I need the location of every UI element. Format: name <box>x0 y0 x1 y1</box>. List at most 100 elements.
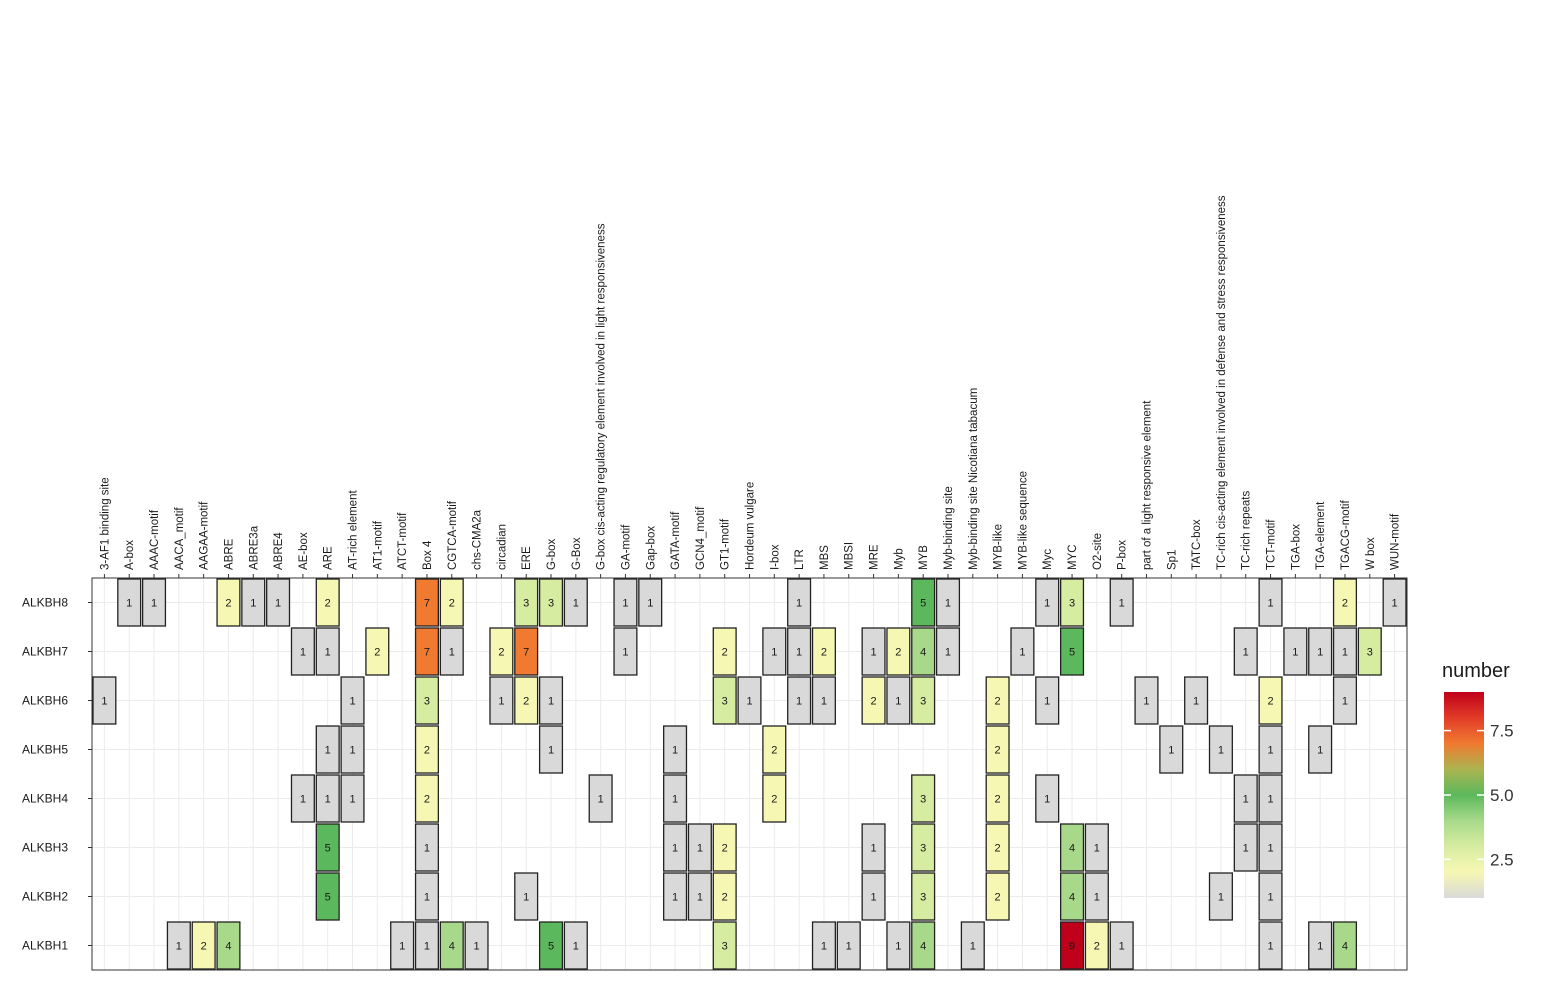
heatmap-cell <box>911 774 936 823</box>
cell-value-label: 1 <box>1044 696 1050 708</box>
heatmap-cell <box>538 578 564 627</box>
heatmap-cell <box>960 921 985 970</box>
cell-value-label: 1 <box>796 598 802 610</box>
cell-value-label: 1 <box>1119 941 1125 953</box>
cell-value-label: 5 <box>548 941 554 953</box>
heatmap-cell <box>514 578 539 627</box>
cell-value-label: 3 <box>920 892 926 904</box>
heatmap-cell <box>985 725 1010 774</box>
cell-value-label: 3 <box>523 598 529 610</box>
x-tick-label-myb-like: MYB-like <box>993 524 1005 570</box>
heatmap-cell <box>811 921 836 970</box>
cell-value-label: 1 <box>945 598 951 610</box>
heatmap-cell <box>886 676 911 725</box>
heatmap-cell <box>861 627 886 676</box>
cell-value-label: 1 <box>697 892 703 904</box>
cell-value-label: 1 <box>1267 794 1273 806</box>
heatmap-cell <box>92 676 117 725</box>
heatmap-cell <box>1084 921 1109 970</box>
heatmap-cell <box>911 627 936 676</box>
cell-value-label: 1 <box>1218 892 1224 904</box>
cell-value-label: 1 <box>498 696 504 708</box>
x-tick-label-ltr: LTR <box>794 549 806 570</box>
cell-value-label: 1 <box>647 598 653 610</box>
heatmap-cell <box>290 774 315 823</box>
cell-value-label: 1 <box>1218 745 1224 757</box>
heatmap-cell <box>1035 578 1060 627</box>
heatmap-cell <box>1208 872 1233 921</box>
cell-value-label: 2 <box>821 647 827 659</box>
heatmap-cell <box>1258 921 1283 970</box>
cell-value-label: 1 <box>796 647 802 659</box>
heatmap-cell <box>538 921 564 970</box>
y-tick-label-alkbh5: ALKBH5 <box>22 743 68 757</box>
cell-value-label: 1 <box>870 647 876 659</box>
x-tick-label-abre: ABRE <box>223 538 235 570</box>
cell-value-label: 1 <box>1317 745 1323 757</box>
cell-value-label: 1 <box>349 696 355 708</box>
heatmap-cell <box>663 725 688 774</box>
heatmap-cell <box>1109 578 1134 627</box>
cell-value-label: 1 <box>1243 647 1249 659</box>
x-tick-label-gata-motif: GATA-motif <box>670 511 682 570</box>
heatmap-cell <box>886 627 911 676</box>
x-tick-label-gcn4-motif: GCN4_motif <box>695 506 707 570</box>
cell-value-label: 1 <box>895 941 901 953</box>
heatmap-cell <box>1010 627 1035 676</box>
cell-value-label: 1 <box>1044 794 1050 806</box>
heatmap-cell <box>836 921 861 970</box>
heatmap-cell <box>141 578 167 627</box>
legend-tick-label: 2.5 <box>1490 850 1514 869</box>
heatmap-cell <box>1059 921 1085 970</box>
cell-value-label: 2 <box>722 647 728 659</box>
heatmap-cell <box>514 872 539 921</box>
legend-title: number <box>1442 660 1510 682</box>
x-tick-label-myc: Myc <box>1042 549 1054 570</box>
x-tick-label-g-box-cis-acting-regulatory-element-involved-in-light-responsiveness: G-box cis-acting regulatory element invo… <box>596 223 608 570</box>
x-tick-label-g-box: G-box <box>546 538 558 570</box>
cell-value-label: 3 <box>920 794 926 806</box>
x-tick-label-at1-motif: AT1-motif <box>372 520 384 570</box>
heatmap-cell <box>911 921 936 970</box>
heatmap-cell <box>911 676 936 725</box>
x-tick-label-tc-rich-cis-acting-element-involved-in-defense-and-stress-responsiveness: TC-rich cis-acting element involved in d… <box>1216 195 1228 570</box>
heatmap-cell <box>1208 725 1233 774</box>
cell-value-label: 2 <box>771 745 777 757</box>
legend-tick-label: 5.0 <box>1490 786 1514 805</box>
x-tick-label-abre3a: ABRE3a <box>248 525 260 570</box>
heatmap-cell <box>911 823 936 872</box>
x-tick-label-gap-box: Gap-box <box>645 526 657 570</box>
heatmap-cell <box>588 774 613 823</box>
heatmap-cell <box>861 676 886 725</box>
y-tick-label-alkbh7: ALKBH7 <box>22 645 68 659</box>
heatmap-cell <box>514 676 539 725</box>
x-tick-label-aagaa-motif: AAGAA-motif <box>199 501 211 570</box>
heatmap-cell <box>166 921 191 970</box>
y-tick-label-alkbh1: ALKBH1 <box>22 939 68 953</box>
cell-value-label: 2 <box>225 598 231 610</box>
cell-value-label: 1 <box>672 892 678 904</box>
heatmap-cell <box>935 578 961 627</box>
heatmap-cell <box>1258 872 1283 921</box>
cell-value-label: 1 <box>325 647 331 659</box>
heatmap-cell <box>1258 823 1283 872</box>
cell-value-label: 1 <box>1119 598 1125 610</box>
cell-value-label: 2 <box>201 941 207 953</box>
cell-value-label: 1 <box>970 941 976 953</box>
cell-value-label: 1 <box>399 941 405 953</box>
cell-value-label: 1 <box>325 794 331 806</box>
heatmap-cell <box>365 627 390 676</box>
cell-value-label: 7 <box>424 647 430 659</box>
cell-value-label: 2 <box>1267 696 1273 708</box>
heatmap-cell <box>1059 627 1085 676</box>
x-tick-label-o2-site: O2-site <box>1092 533 1104 570</box>
cell-value-label: 4 <box>225 941 231 953</box>
heatmap-cell <box>315 627 340 676</box>
heatmap-cell <box>1332 578 1358 627</box>
cell-value-label: 1 <box>1267 745 1273 757</box>
heatmap-cell <box>315 774 340 823</box>
cell-value-label: 2 <box>995 696 1001 708</box>
cell-value-label: 1 <box>846 941 852 953</box>
cell-value-label: 1 <box>1317 647 1323 659</box>
